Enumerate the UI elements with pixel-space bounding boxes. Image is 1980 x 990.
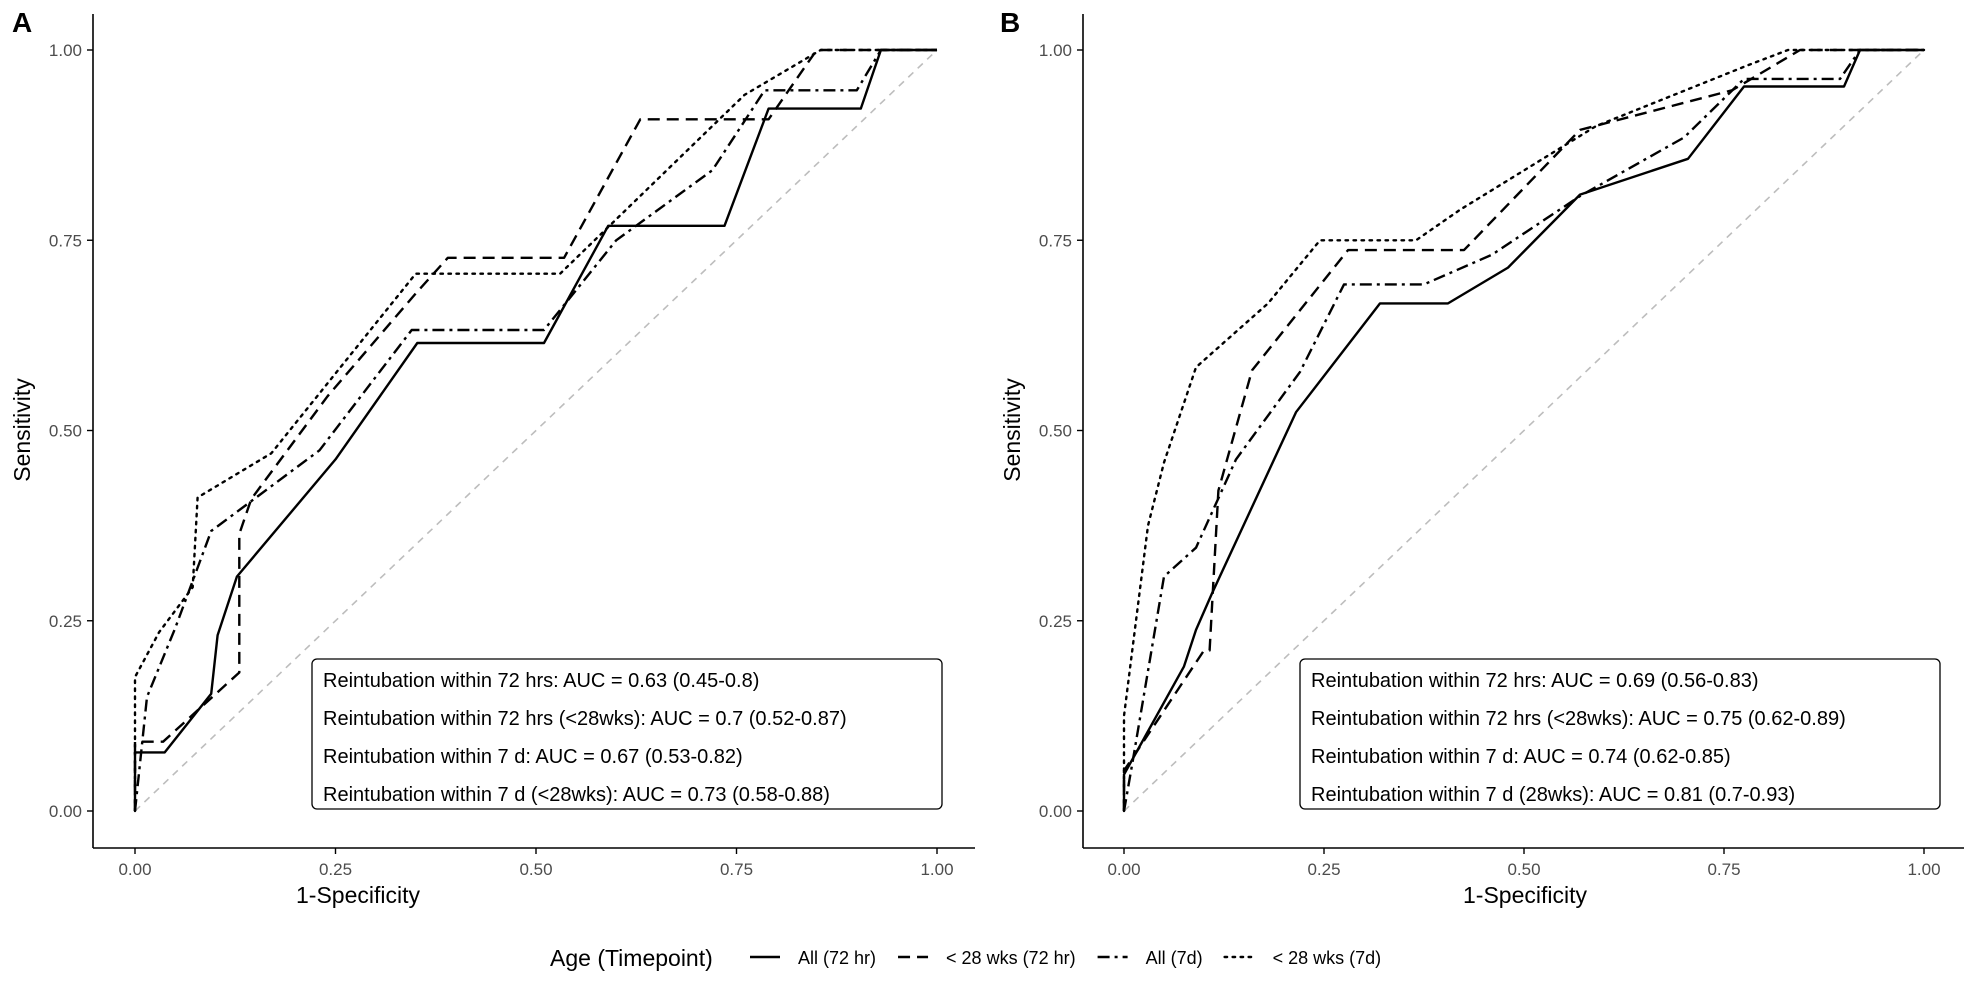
- y-tick-label: 0.25: [1039, 612, 1072, 631]
- y-tick-label: 1.00: [1039, 41, 1072, 60]
- x-tick-label: 0.75: [1707, 860, 1740, 879]
- y-tick-label: 0.00: [1039, 802, 1072, 821]
- roc-curve: [1122, 48, 1926, 813]
- legend-item-label: < 28 wks (7d): [1273, 948, 1382, 968]
- panel-a-y-axis-label: Sensitivity: [9, 378, 35, 482]
- y-tick-label: 0.75: [49, 231, 82, 250]
- roc-curve: [133, 48, 939, 813]
- series-legend: Age (Timepoint) All (72 hr) < 28 wks (72 …: [550, 945, 1381, 971]
- panel-b-y-axis-label: Sensitivity: [999, 378, 1025, 482]
- auc-legend-entry: Reintubation within 7 d: AUC = 0.67 (0.5…: [323, 746, 743, 768]
- roc-curve: [1122, 48, 1924, 811]
- x-tick-label: 1.00: [1907, 860, 1940, 879]
- x-tick-label: 1.00: [920, 860, 953, 879]
- panel-b: B Sensitivity 1-Specificity 0.00 0.25 0.50…: [999, 7, 1964, 908]
- panel-a-letter: A: [12, 7, 32, 38]
- y-tick-label: 0.75: [1039, 231, 1072, 250]
- y-tick-label: 1.00: [49, 41, 82, 60]
- roc-curve: [133, 48, 937, 811]
- panel-a: A Sensitivity 1-Specificity 0.00 0.25 0.50…: [9, 7, 975, 908]
- roc-curve: [133, 48, 937, 812]
- reference-diagonal: [134, 49, 938, 812]
- x-tick-label: 0.50: [1507, 860, 1540, 879]
- roc-curve: [133, 48, 937, 811]
- auc-legend-box: [1299, 658, 1941, 810]
- auc-legend-entry: Reintubation within 72 hrs: AUC = 0.69 (…: [1311, 670, 1758, 692]
- x-tick-label: 0.25: [319, 860, 352, 879]
- panel-b-x-axis-label: 1-Specificity: [1463, 882, 1587, 908]
- auc-legend-entry: Reintubation within 7 d: AUC = 0.74 (0.6…: [1311, 746, 1731, 768]
- legend-title: Age (Timepoint): [550, 945, 713, 971]
- y-tick-label: 0.00: [49, 802, 82, 821]
- x-tick-label: 0.00: [1107, 860, 1140, 879]
- auc-legend-entry: Reintubation within 72 hrs (<28wks): AUC…: [1311, 708, 1846, 730]
- panel-a-x-axis-label: 1-Specificity: [296, 882, 420, 908]
- auc-legend-entry: Reintubation within 7 d (28wks): AUC = 0…: [1311, 784, 1795, 806]
- x-tick-label: 0.25: [1307, 860, 1340, 879]
- legend-item-label: All (7d): [1146, 948, 1203, 968]
- reference-diagonal: [1123, 49, 1925, 812]
- auc-legend-entry: Reintubation within 7 d (<28wks): AUC = …: [323, 784, 830, 806]
- roc-curve: [1122, 48, 1924, 812]
- y-tick-label: 0.50: [1039, 422, 1072, 441]
- auc-legend-entry: Reintubation within 72 hrs (<28wks): AUC…: [323, 708, 847, 730]
- panel-b-letter: B: [1000, 7, 1020, 38]
- x-tick-label: 0.50: [519, 860, 552, 879]
- x-tick-label: 0.75: [720, 860, 753, 879]
- x-tick-label: 0.00: [118, 860, 151, 879]
- y-tick-label: 0.25: [49, 612, 82, 631]
- legend-item-label: All (72 hr): [798, 948, 876, 968]
- auc-legend-box: [311, 658, 943, 810]
- auc-legend-entry: Reintubation within 72 hrs: AUC = 0.63 (…: [323, 670, 759, 692]
- roc-curve: [1122, 48, 1924, 811]
- y-tick-label: 0.50: [49, 422, 82, 441]
- legend-item-label: < 28 wks (72 hr): [946, 948, 1076, 968]
